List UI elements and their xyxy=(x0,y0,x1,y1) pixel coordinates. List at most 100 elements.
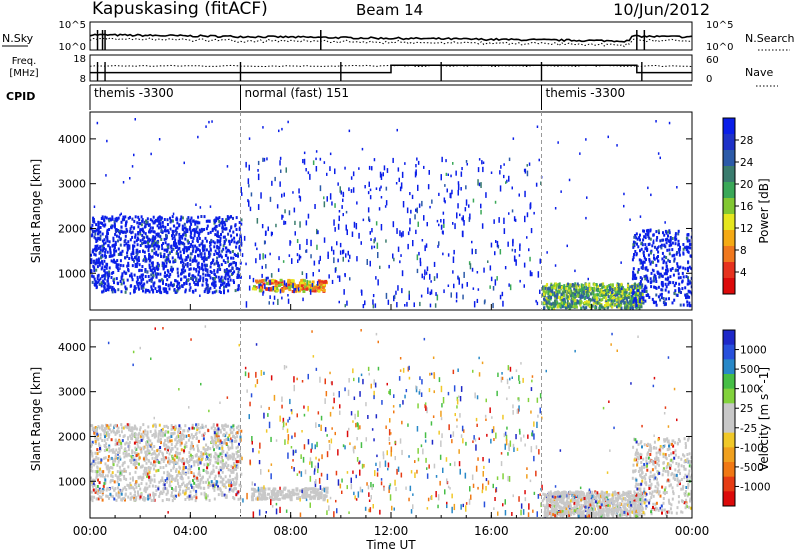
power-cell xyxy=(227,232,230,236)
velocity-cell xyxy=(234,476,237,480)
velocity-cell xyxy=(98,461,101,465)
power-cell xyxy=(97,229,100,233)
power-cell xyxy=(648,242,651,246)
power-cell xyxy=(103,286,106,290)
power-cell xyxy=(294,284,298,288)
velocity-cell xyxy=(137,436,140,440)
noise-panel: N.Sky 10^5 10^0 10^5 10^0 N.Search xyxy=(2,20,795,53)
power-cell xyxy=(637,245,640,249)
power-cell xyxy=(690,276,692,280)
power-cell xyxy=(115,277,118,281)
power-cell xyxy=(593,299,596,303)
power-cell xyxy=(663,255,666,259)
power-cell xyxy=(457,275,459,280)
power-cell xyxy=(293,288,295,294)
power-cell xyxy=(101,260,103,264)
power-cell xyxy=(685,296,688,300)
power-cell xyxy=(102,279,105,283)
power-cell xyxy=(94,229,97,233)
velocity-cell xyxy=(147,425,150,429)
power-cell xyxy=(429,205,431,209)
power-cell xyxy=(415,229,417,235)
velocity-cell xyxy=(230,464,233,468)
power-cell xyxy=(122,278,125,282)
power-cell xyxy=(482,161,485,164)
velocity-cell xyxy=(99,433,102,437)
velocity-cell xyxy=(113,457,116,461)
power-cell xyxy=(686,239,689,243)
power-cell xyxy=(220,275,223,279)
power-cell xyxy=(224,261,227,264)
velocity-cell xyxy=(166,474,169,477)
power-cell xyxy=(101,262,104,266)
power-cell xyxy=(400,232,403,238)
power-cell xyxy=(100,281,103,285)
power-cell xyxy=(585,302,588,306)
power-cell xyxy=(569,290,572,294)
power-cell xyxy=(261,224,264,229)
velocity-cell xyxy=(240,429,243,433)
power-cell xyxy=(342,249,344,255)
power-cell xyxy=(306,284,310,288)
power-cell xyxy=(396,302,398,308)
power-cell xyxy=(636,237,639,241)
power-cell xyxy=(421,200,423,207)
velocity-cell xyxy=(202,468,205,472)
power-cell xyxy=(416,268,419,274)
power-cell xyxy=(227,260,230,264)
power-cell xyxy=(108,246,111,250)
velocity-cell xyxy=(105,445,108,449)
velocity-cell xyxy=(176,447,179,451)
power-cell xyxy=(113,222,116,226)
velocity-cell xyxy=(184,434,186,438)
power-cell xyxy=(218,223,221,227)
velocity-cell xyxy=(232,481,235,484)
velocity-cell xyxy=(187,438,190,442)
power-cell xyxy=(220,220,223,224)
power-cell xyxy=(668,252,671,256)
power-cell xyxy=(188,282,191,286)
power-cell xyxy=(141,234,144,237)
power-cell xyxy=(678,253,681,257)
velocity-cell xyxy=(107,455,110,459)
power-cell xyxy=(640,305,643,309)
power-cell xyxy=(585,216,587,220)
velocity-cell xyxy=(131,451,134,455)
power-cell xyxy=(151,255,154,259)
velocity-cell xyxy=(142,423,145,427)
power-cell xyxy=(199,252,202,256)
power-cell xyxy=(142,230,145,234)
power-cell xyxy=(523,284,525,288)
velocity-cell xyxy=(118,489,121,493)
power-cell xyxy=(197,135,199,139)
power-cell xyxy=(232,256,235,260)
power-cell xyxy=(611,297,613,301)
power-cell xyxy=(171,229,174,233)
velocity-cell xyxy=(120,441,123,445)
power-cell xyxy=(490,171,493,174)
velocity-cell xyxy=(113,450,116,454)
velocity-cell xyxy=(214,435,216,439)
power-cell xyxy=(228,269,230,273)
velocity-cell xyxy=(223,438,226,442)
power-cell xyxy=(176,221,179,225)
power-cell xyxy=(639,261,642,265)
power-cell xyxy=(580,283,583,287)
velocity-cell xyxy=(235,493,238,497)
power-cell xyxy=(583,301,586,304)
velocity-cell xyxy=(227,447,230,451)
power-cell xyxy=(219,239,222,243)
power-cell xyxy=(189,234,192,238)
power-cell xyxy=(629,300,632,304)
cpid-segment-label: normal (fast) 151 xyxy=(245,86,349,100)
velocity-cell xyxy=(106,424,109,428)
power-cell xyxy=(671,267,674,270)
power-cell xyxy=(96,265,99,269)
power-cell xyxy=(380,185,382,189)
power-cell xyxy=(669,236,672,239)
power-cell xyxy=(96,281,99,285)
power-cell xyxy=(107,283,110,287)
velocity-cell xyxy=(218,446,221,450)
power-cell xyxy=(184,269,187,273)
velocity-cell xyxy=(134,490,137,494)
